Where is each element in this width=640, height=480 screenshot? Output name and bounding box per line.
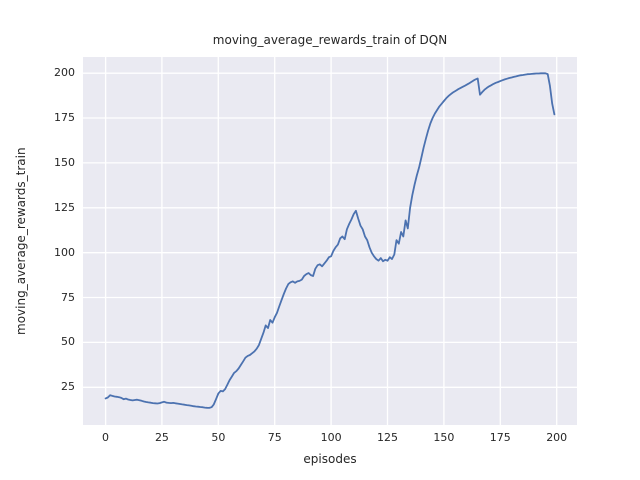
plot-area [83, 57, 577, 425]
y-tick-label: 25 [61, 380, 75, 394]
x-tick-label: 75 [267, 431, 282, 444]
y-tick-label: 175 [54, 111, 75, 125]
y-tick-label: 125 [54, 200, 75, 214]
y-tick-label: 100 [54, 245, 75, 259]
x-tick-label: 175 [489, 431, 511, 444]
x-tick-label: 25 [154, 431, 169, 444]
line-chart [83, 57, 577, 425]
y-tick-label: 200 [54, 66, 75, 80]
y-tick-label: 150 [54, 155, 75, 169]
x-tick-label: 125 [377, 431, 399, 444]
x-tick-label: 100 [320, 431, 342, 444]
x-tick-label: 50 [211, 431, 226, 444]
y-tick-label: 75 [61, 290, 75, 304]
chart-title: moving_average_rewards_train of DQN [212, 33, 448, 47]
x-tick-label: 0 [102, 431, 110, 444]
x-tick-label: 150 [433, 431, 455, 444]
x-tick-label: 200 [546, 431, 568, 444]
y-tick-label: 50 [61, 335, 75, 349]
x-axis-label: episodes [303, 452, 357, 466]
